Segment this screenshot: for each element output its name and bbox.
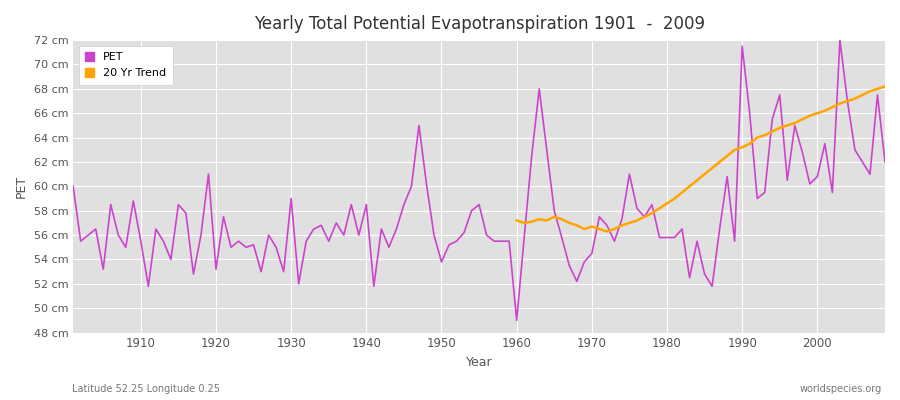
- PET: [338, 233, 349, 238]
- 20 Yr Trend: [706, 166, 717, 170]
- 20 Yr Trend: [609, 226, 620, 231]
- X-axis label: Year: Year: [466, 356, 492, 369]
- 20 Yr Trend: [518, 220, 529, 225]
- 20 Yr Trend: [572, 223, 582, 228]
- 20 Yr Trend: [556, 217, 567, 222]
- 20 Yr Trend: [639, 214, 650, 219]
- 20 Yr Trend: [872, 86, 883, 91]
- 20 Yr Trend: [662, 201, 672, 206]
- PET: [293, 282, 304, 286]
- 20 Yr Trend: [879, 84, 890, 89]
- Line: PET: PET: [73, 40, 885, 320]
- 20 Yr Trend: [774, 126, 785, 130]
- PET: [518, 235, 529, 240]
- 20 Yr Trend: [805, 113, 815, 118]
- PET: [504, 239, 515, 244]
- 20 Yr Trend: [654, 206, 665, 211]
- 20 Yr Trend: [752, 135, 762, 140]
- PET: [511, 318, 522, 323]
- 20 Yr Trend: [767, 129, 778, 134]
- 20 Yr Trend: [677, 190, 688, 195]
- PET: [609, 239, 620, 244]
- Title: Yearly Total Potential Evapotranspiration 1901  -  2009: Yearly Total Potential Evapotranspiratio…: [254, 15, 705, 33]
- PET: [879, 160, 890, 164]
- 20 Yr Trend: [865, 89, 876, 94]
- 20 Yr Trend: [812, 111, 823, 116]
- 20 Yr Trend: [646, 211, 657, 216]
- 20 Yr Trend: [587, 224, 598, 229]
- 20 Yr Trend: [511, 218, 522, 223]
- Line: 20 Yr Trend: 20 Yr Trend: [517, 86, 885, 232]
- 20 Yr Trend: [760, 133, 770, 138]
- PET: [68, 184, 78, 189]
- PET: [834, 38, 845, 42]
- 20 Yr Trend: [722, 154, 733, 158]
- 20 Yr Trend: [857, 92, 868, 97]
- 20 Yr Trend: [715, 160, 725, 164]
- 20 Yr Trend: [789, 120, 800, 125]
- Text: worldspecies.org: worldspecies.org: [800, 384, 882, 394]
- 20 Yr Trend: [684, 184, 695, 189]
- 20 Yr Trend: [564, 220, 575, 225]
- 20 Yr Trend: [534, 217, 544, 222]
- 20 Yr Trend: [616, 223, 627, 228]
- 20 Yr Trend: [669, 196, 680, 201]
- 20 Yr Trend: [541, 218, 552, 223]
- Legend: PET, 20 Yr Trend: PET, 20 Yr Trend: [78, 46, 173, 85]
- 20 Yr Trend: [601, 229, 612, 234]
- 20 Yr Trend: [624, 220, 634, 225]
- 20 Yr Trend: [632, 218, 643, 223]
- 20 Yr Trend: [692, 178, 703, 183]
- 20 Yr Trend: [729, 147, 740, 152]
- 20 Yr Trend: [834, 101, 845, 106]
- 20 Yr Trend: [744, 141, 755, 146]
- 20 Yr Trend: [782, 123, 793, 128]
- 20 Yr Trend: [850, 96, 860, 101]
- PET: [128, 198, 139, 203]
- 20 Yr Trend: [827, 105, 838, 110]
- Y-axis label: PET: PET: [15, 175, 28, 198]
- 20 Yr Trend: [526, 219, 537, 224]
- 20 Yr Trend: [796, 117, 807, 122]
- 20 Yr Trend: [842, 99, 853, 104]
- 20 Yr Trend: [737, 145, 748, 150]
- Text: Latitude 52.25 Longitude 0.25: Latitude 52.25 Longitude 0.25: [72, 384, 220, 394]
- 20 Yr Trend: [594, 226, 605, 231]
- 20 Yr Trend: [820, 108, 831, 113]
- 20 Yr Trend: [579, 226, 590, 231]
- 20 Yr Trend: [549, 214, 560, 219]
- 20 Yr Trend: [699, 172, 710, 176]
